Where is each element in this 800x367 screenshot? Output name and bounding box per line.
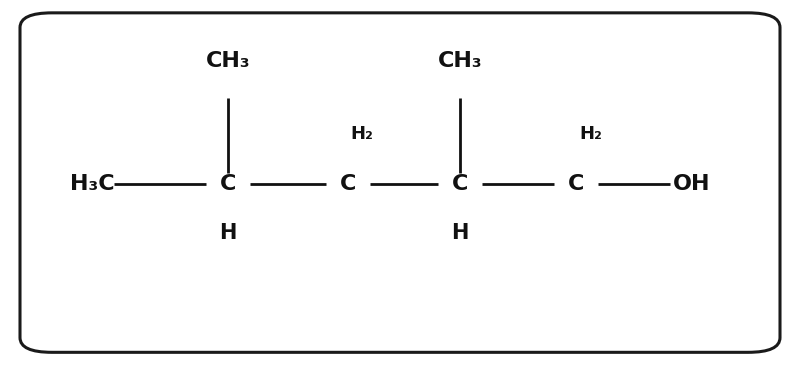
Text: H₂: H₂ — [579, 125, 602, 143]
Text: C: C — [340, 174, 356, 193]
Text: CH₃: CH₃ — [206, 51, 250, 70]
Text: H: H — [451, 223, 469, 243]
Text: C: C — [452, 174, 468, 193]
FancyBboxPatch shape — [20, 13, 780, 352]
Text: C: C — [220, 174, 236, 193]
Text: C: C — [568, 174, 584, 193]
Text: CH₃: CH₃ — [438, 51, 482, 70]
Text: OH: OH — [674, 174, 710, 193]
Text: H: H — [219, 223, 237, 243]
Text: H₂: H₂ — [350, 125, 373, 143]
Text: H₃C: H₃C — [70, 174, 114, 193]
